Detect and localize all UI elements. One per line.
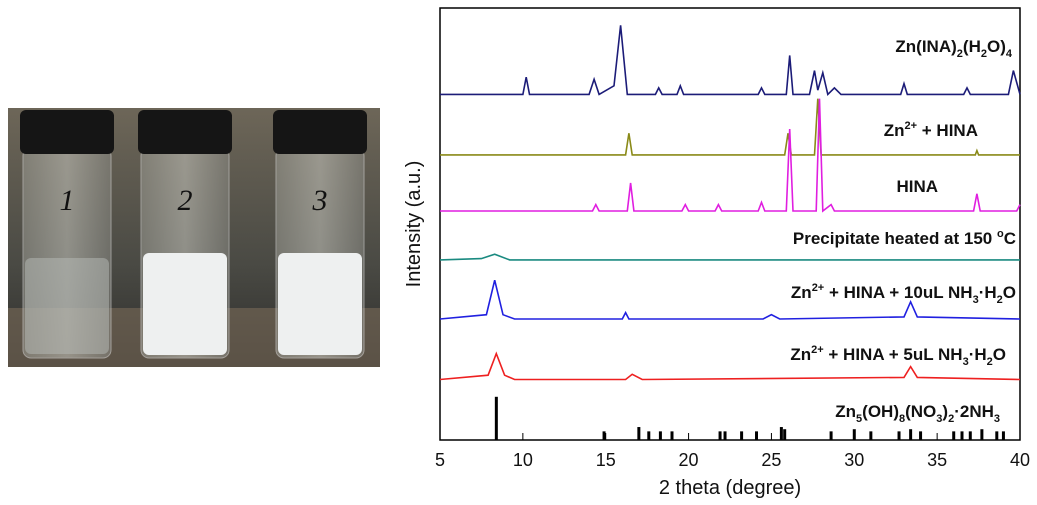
trace-label: Zn2+ + HINA + 5uL NH3·H2O xyxy=(790,344,1006,368)
vial-cap xyxy=(138,110,232,154)
x-tick-label: 5 xyxy=(435,450,445,470)
label-part: 2+ xyxy=(905,120,918,132)
trace-label: Precipitate heated at 150 oC xyxy=(793,228,1016,248)
label-part: 3 xyxy=(994,413,1000,425)
label-part: Zn xyxy=(835,402,856,421)
vial-photo: 1 2 3 xyxy=(8,108,380,367)
label-part: Zn xyxy=(791,283,812,302)
label-part: ·H xyxy=(969,345,987,364)
vial-liquid xyxy=(25,258,109,354)
label-part: 2+ xyxy=(811,344,824,356)
label-part: 4 xyxy=(1006,48,1013,60)
label-part: 3 xyxy=(973,294,979,306)
label-part: + HINA xyxy=(917,121,978,140)
trace-label: Zn2+ + HINA xyxy=(884,120,978,140)
label-part: o xyxy=(997,228,1004,240)
trace-label: HINA xyxy=(896,177,938,196)
vial-liquid xyxy=(278,253,362,355)
vial-cap xyxy=(20,110,114,154)
label-part: HINA xyxy=(896,177,938,196)
label-part: Zn xyxy=(790,345,811,364)
label-part: 3 xyxy=(936,413,942,425)
label-part: O xyxy=(993,345,1006,364)
x-axis-label: 2 theta (degree) xyxy=(659,477,801,499)
trace xyxy=(439,280,1021,320)
label-part: 2+ xyxy=(812,282,825,294)
label-part: ) xyxy=(942,402,948,421)
y-axis-label: Intensity (a.u.) xyxy=(403,161,425,288)
label-part: + HINA + 5uL NH xyxy=(824,345,963,364)
vial-label: 1 xyxy=(60,184,75,217)
x-tick-label: 25 xyxy=(761,450,781,470)
trace xyxy=(440,25,1021,96)
label-part: (H xyxy=(963,37,981,56)
label-part: 2 xyxy=(997,294,1003,306)
label-part: 3 xyxy=(963,356,969,368)
x-tick-label: 35 xyxy=(927,450,947,470)
x-tick-label: 15 xyxy=(596,450,616,470)
trace-label: Zn5(OH)8(NO3)2·2NH3 xyxy=(835,402,1000,425)
label-part: ·H xyxy=(979,283,997,302)
label-part: Precipitate heated at 150 xyxy=(793,229,997,248)
x-tick-label: 40 xyxy=(1010,450,1030,470)
vial-cap xyxy=(273,110,367,154)
label-part: ·2NH xyxy=(954,402,994,421)
trace xyxy=(440,98,1020,156)
trace xyxy=(440,98,1021,213)
label-part: 2 xyxy=(981,48,987,60)
x-tick-label: 10 xyxy=(513,450,533,470)
label-part: O) xyxy=(987,37,1006,56)
trace-label: Zn(INA)2(H2O)4 xyxy=(895,37,1012,60)
label-part: + HINA + 10uL NH xyxy=(824,283,972,302)
plot-frame xyxy=(439,7,1021,441)
label-part: (OH) xyxy=(862,402,899,421)
label-part: 2 xyxy=(957,48,963,60)
label-part: 2 xyxy=(987,356,993,368)
label-part: 2 xyxy=(948,413,954,425)
label-part: (NO xyxy=(905,402,936,421)
vial-label: 3 xyxy=(312,184,328,217)
x-tick-label: 20 xyxy=(679,450,699,470)
vial-liquid xyxy=(143,253,227,355)
label-part: 8 xyxy=(899,413,905,425)
x-tick-label: 30 xyxy=(844,450,864,470)
trace-label: Zn2+ + HINA + 10uL NH3·H2O xyxy=(791,282,1016,306)
label-part: O xyxy=(1003,283,1016,302)
trace xyxy=(439,253,1020,261)
label-part: Zn(INA) xyxy=(895,37,956,56)
label-part: 5 xyxy=(856,413,862,425)
vial-label: 2 xyxy=(178,184,193,217)
label-part: Zn xyxy=(884,121,905,140)
label-part: C xyxy=(1004,229,1016,248)
trace xyxy=(439,351,1021,381)
